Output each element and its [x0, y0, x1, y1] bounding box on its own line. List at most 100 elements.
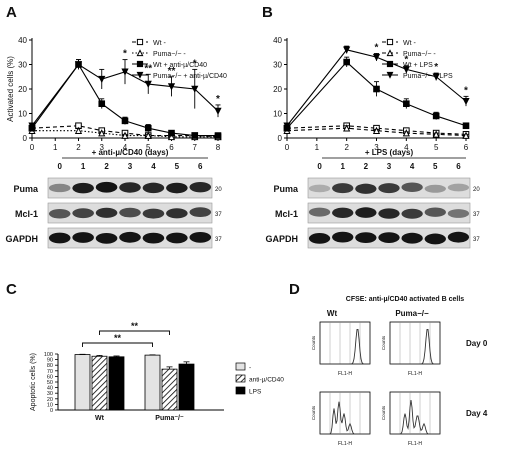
- blot-band: [355, 207, 377, 218]
- y-tick-label: 70: [47, 369, 53, 375]
- data-point: [432, 112, 440, 120]
- legend-label: -: [249, 365, 251, 372]
- histogram-y-label: Counts: [381, 405, 386, 420]
- significance-label: **: [131, 321, 139, 331]
- data-point: [462, 131, 470, 139]
- panel-letter-a: A: [6, 4, 17, 21]
- x-category-label: Wt: [95, 415, 105, 422]
- blot-band: [142, 182, 165, 194]
- blot-band: [189, 207, 212, 218]
- significance-label: *: [375, 42, 379, 53]
- bar-lps: [178, 363, 195, 411]
- data-point: [343, 58, 350, 66]
- histogram-frame: [319, 321, 371, 365]
- blot-band: [308, 232, 331, 244]
- data-point: [373, 85, 380, 93]
- legend-label: anti-µ/CD40: [249, 377, 284, 384]
- data-point: [403, 100, 410, 108]
- data-point: [372, 126, 381, 134]
- y-tick-label: 0: [278, 134, 283, 143]
- bar-: [74, 354, 91, 411]
- blot-header: + anti-µ/CD40 (days): [92, 148, 169, 157]
- bar-anti-cd40: [161, 368, 178, 411]
- data-point: [191, 132, 199, 139]
- bar-lps: [108, 356, 125, 411]
- data-point: [98, 129, 106, 137]
- bar-anti-cd40: [91, 355, 108, 411]
- histogram-trace: [320, 401, 370, 435]
- blot-band: [308, 207, 331, 217]
- x-category-label: Puma⁻/⁻: [155, 415, 184, 422]
- lane-label: 3: [128, 162, 133, 171]
- histogram-frame: [389, 321, 441, 365]
- blot-band: [166, 232, 188, 244]
- legend-marker: [386, 38, 394, 46]
- panel-letter-b: B: [262, 4, 273, 21]
- blot-band: [378, 208, 400, 219]
- data-point: [462, 122, 470, 130]
- lane-label: 2: [104, 162, 109, 171]
- blot-band: [72, 182, 94, 194]
- histogram-y-label: Counts: [311, 405, 316, 420]
- blot-band: [189, 231, 212, 243]
- lane-label: 3: [387, 162, 392, 171]
- data-point: [168, 129, 175, 137]
- legend-label: Puma−/− -: [403, 51, 436, 58]
- histogram-x-label: FL1-H: [338, 441, 352, 447]
- blot-size-marker: 37: [215, 237, 222, 243]
- significance-label: *: [193, 58, 197, 69]
- blot-band: [95, 232, 118, 244]
- legend-marker: [136, 60, 144, 68]
- blot-band: [355, 232, 377, 244]
- x-tick-label: 6: [464, 143, 469, 152]
- data-point: [121, 68, 129, 76]
- western-blot-a: + anti-µ/CD40 (days) 0 1 2 3 4 5 6 Puma 20 Mcl-1 37…: [5, 148, 222, 249]
- data-point: [98, 100, 106, 108]
- lane-label: 5: [175, 162, 180, 171]
- significance-label: *: [404, 55, 408, 66]
- data-point: [121, 117, 129, 125]
- significance-label: **: [168, 66, 176, 77]
- blot-band: [95, 207, 118, 218]
- data-point: [432, 73, 440, 81]
- significance-label: **: [114, 333, 122, 343]
- blot-band: [308, 184, 331, 193]
- data-point: [214, 132, 222, 139]
- blot-size-marker: 37: [473, 237, 480, 243]
- histogram-plot: FL1-H Counts: [381, 321, 441, 377]
- y-tick-label: 30: [273, 61, 282, 70]
- series-line: [286, 61, 467, 129]
- data-point: [402, 129, 410, 137]
- data-point: [74, 126, 83, 134]
- series-line: [286, 127, 467, 137]
- blot-band: [48, 183, 71, 193]
- x-tick-label: 6: [169, 143, 174, 152]
- legend-marker: [136, 71, 144, 79]
- y-tick-label: 10: [18, 110, 27, 119]
- lane-label: 0: [57, 162, 62, 171]
- blot-band: [447, 231, 470, 243]
- data-point: [28, 122, 36, 130]
- blot-band: [355, 183, 377, 194]
- blot-row-label: Mcl-1: [275, 209, 298, 219]
- chart-b: 0 1 2 3 4 5 6 0 10 20 30 40 * * * * Wt - Puma−/− - Wt + LP…: [273, 36, 470, 152]
- y-tick-label: 10: [47, 402, 53, 408]
- data-point: [74, 61, 83, 69]
- x-tick-label: 5: [146, 143, 151, 152]
- blot-row-label: Puma: [273, 184, 299, 194]
- series-line: [32, 130, 218, 138]
- histogram-plot: FL1-H Counts: [381, 391, 441, 447]
- legend-swatch: [235, 362, 246, 371]
- histogram-plot: FL1-H Counts: [311, 391, 371, 447]
- x-tick-label: 3: [374, 143, 379, 152]
- flow-row-label: Day 4: [466, 409, 488, 418]
- y-tick-label: 40: [273, 36, 282, 45]
- y-tick-label: 0: [50, 408, 53, 414]
- data-point: [144, 80, 152, 89]
- lane-label: 6: [198, 162, 203, 171]
- lane-label: 2: [364, 162, 369, 171]
- y-tick-label: 60: [47, 374, 53, 380]
- histogram-trace: [390, 399, 440, 435]
